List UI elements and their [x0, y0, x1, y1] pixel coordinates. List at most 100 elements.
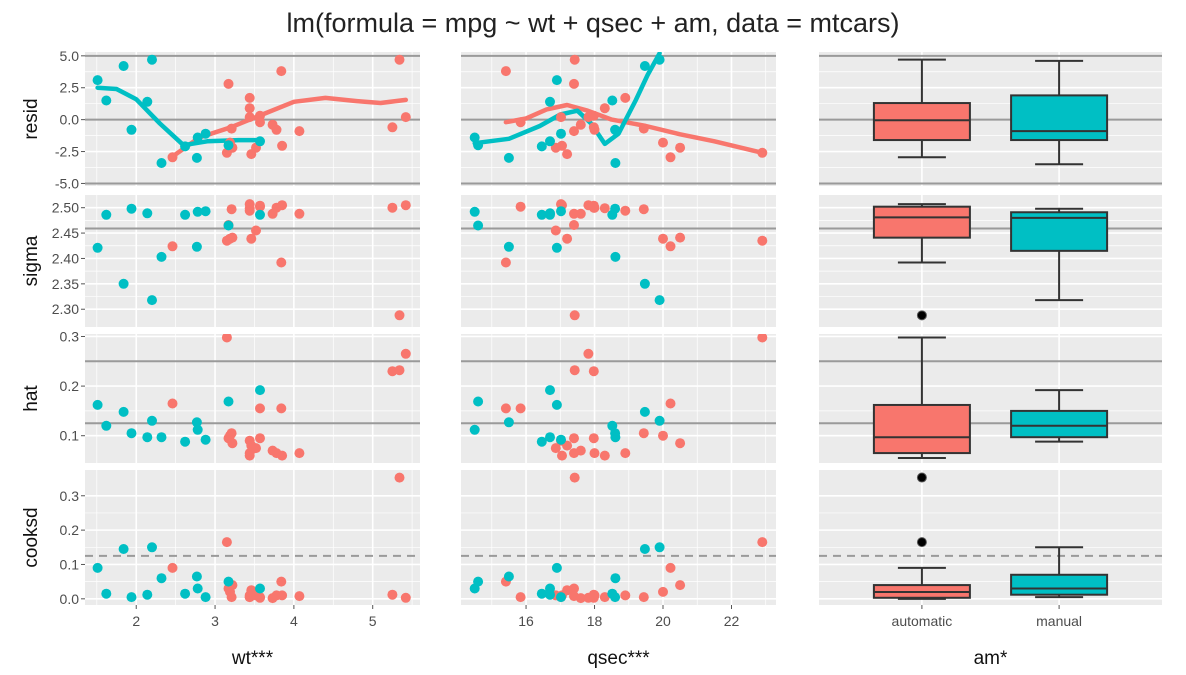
point-manual	[545, 209, 555, 220]
point-manual	[610, 592, 621, 603]
point-automatic	[294, 448, 305, 459]
box-iqr	[872, 403, 971, 455]
point-manual	[92, 242, 103, 253]
point-manual	[92, 399, 103, 410]
y-tick-label: 0.2	[60, 378, 80, 394]
point-automatic	[400, 112, 411, 123]
point-manual	[556, 592, 566, 603]
point-manual	[536, 209, 547, 220]
point-manual	[223, 396, 234, 407]
point-automatic	[583, 592, 594, 603]
y-tick-label: 0.1	[60, 428, 80, 444]
point-automatic	[251, 225, 261, 236]
point-automatic	[244, 112, 255, 123]
point-manual	[142, 208, 153, 219]
point-manual	[156, 251, 167, 262]
point-manual	[654, 295, 665, 306]
point-automatic	[665, 152, 676, 163]
point-manual	[503, 571, 514, 582]
y-tick-label: -5.0	[55, 175, 79, 191]
point-manual	[639, 278, 650, 289]
panel-hat-qsec	[461, 334, 776, 463]
point-automatic	[277, 200, 288, 211]
point-manual	[255, 209, 265, 220]
point-automatic	[665, 562, 676, 573]
point-manual	[545, 136, 555, 147]
x-axis-label-am: am*	[974, 648, 1008, 669]
panel-sigma-wt	[85, 195, 420, 327]
point-manual	[556, 434, 566, 445]
panel-content	[819, 52, 1162, 186]
box-iqr	[872, 205, 971, 239]
point-manual	[503, 241, 514, 252]
point-automatic	[167, 241, 178, 252]
x-tick-label-manual: manual	[1036, 613, 1082, 629]
point-automatic	[638, 592, 649, 603]
point-manual	[473, 220, 484, 231]
y-axis-label-resid: resid	[21, 98, 42, 139]
point-automatic	[226, 204, 237, 215]
point-automatic	[658, 233, 668, 244]
panel-content	[85, 470, 420, 605]
x-axis-label-qsec: qsec***	[587, 648, 650, 669]
boxplot-manual	[1010, 59, 1109, 166]
point-automatic	[550, 225, 561, 236]
point-manual	[126, 428, 137, 439]
panel-content	[461, 195, 776, 327]
point-automatic	[167, 562, 178, 573]
point-automatic	[569, 220, 579, 230]
point-automatic	[277, 450, 288, 461]
point-manual	[147, 542, 157, 553]
point-automatic	[255, 403, 265, 414]
x-tick-label: 16	[518, 613, 534, 629]
panel-cooksd-am	[819, 470, 1162, 605]
panel-sigma-am	[819, 195, 1162, 327]
point-automatic	[515, 201, 526, 212]
point-manual	[473, 396, 484, 407]
point-automatic	[221, 334, 232, 343]
point-automatic	[675, 232, 686, 243]
panel-background	[461, 195, 776, 327]
point-manual	[156, 158, 167, 168]
point-manual	[118, 544, 129, 554]
panel-sigma-qsec	[461, 195, 776, 327]
point-automatic	[575, 119, 586, 130]
y-tick-label: 0.3	[60, 488, 80, 504]
point-manual	[503, 152, 514, 163]
point-automatic	[255, 592, 265, 603]
point-automatic	[221, 537, 232, 548]
point-manual	[536, 588, 547, 599]
panel-content	[819, 470, 1162, 605]
point-automatic	[757, 235, 768, 246]
point-manual	[223, 140, 234, 151]
point-manual	[536, 436, 547, 447]
point-manual	[191, 571, 202, 582]
y-tick-label: 5.0	[60, 48, 80, 64]
point-automatic	[583, 348, 594, 359]
point-automatic	[277, 590, 288, 601]
point-automatic	[658, 586, 668, 597]
point-manual	[142, 589, 153, 600]
point-manual	[180, 588, 191, 599]
point-automatic	[227, 438, 238, 449]
point-manual	[223, 220, 234, 231]
point-automatic	[569, 208, 579, 219]
point-manual	[639, 544, 650, 554]
point-automatic	[400, 200, 411, 211]
point-automatic	[757, 147, 768, 158]
point-automatic	[167, 398, 178, 409]
point-automatic	[400, 348, 411, 359]
panel-content	[85, 195, 420, 327]
x-tick-label: 18	[587, 613, 603, 629]
y-tick-label: 0.2	[60, 522, 80, 538]
point-manual	[126, 592, 137, 603]
point-automatic	[223, 78, 234, 89]
panel-resid-am	[819, 52, 1162, 186]
point-automatic	[294, 126, 305, 137]
outlier-point	[916, 310, 927, 321]
y-tick-label: 2.35	[52, 276, 79, 292]
point-manual	[654, 415, 665, 426]
point-automatic	[227, 232, 238, 243]
point-automatic	[276, 576, 287, 587]
point-manual	[610, 158, 621, 168]
